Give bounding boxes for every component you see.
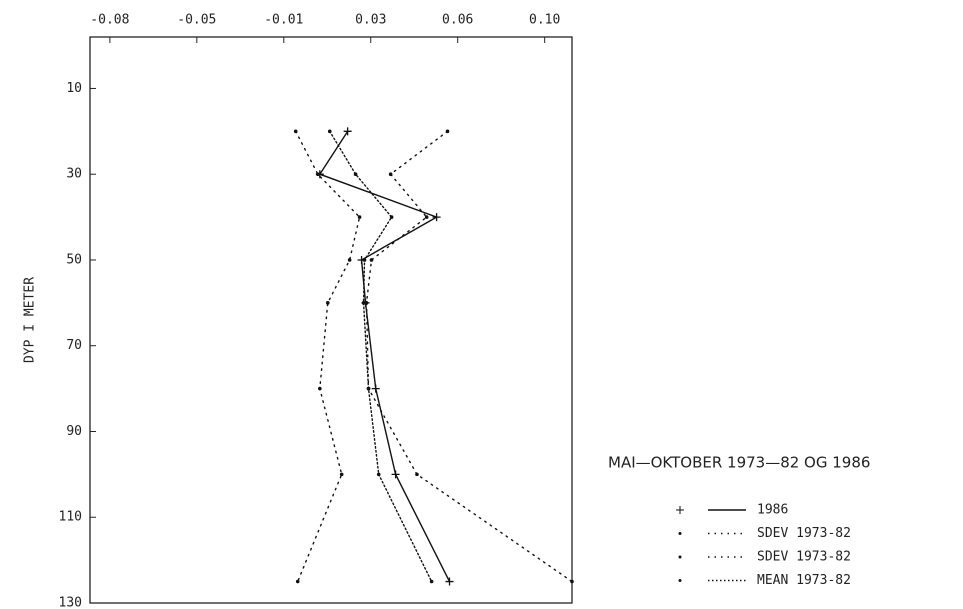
marker bbox=[325, 301, 330, 305]
marker bbox=[327, 129, 332, 134]
legend-marker bbox=[676, 506, 684, 514]
y-tick-label: 70 bbox=[66, 338, 82, 353]
y-tick-label: 50 bbox=[66, 252, 82, 267]
marker bbox=[570, 579, 574, 584]
marker bbox=[388, 172, 393, 177]
series-line bbox=[318, 130, 451, 583]
legend-label: MEAN 1973-82 bbox=[757, 573, 851, 588]
marker bbox=[295, 579, 300, 584]
legend-marker bbox=[678, 579, 682, 582]
marker bbox=[343, 127, 352, 136]
y-axis-label: DYP I METER bbox=[23, 277, 38, 363]
marker bbox=[366, 386, 371, 391]
marker bbox=[389, 215, 394, 219]
marker bbox=[357, 215, 362, 219]
marker bbox=[364, 301, 369, 305]
marker bbox=[424, 215, 429, 219]
x-tick-label: 0.03 bbox=[355, 13, 386, 28]
y-tick-label: 90 bbox=[66, 424, 82, 439]
marker bbox=[353, 172, 358, 177]
x-tick-label: 0.06 bbox=[442, 13, 473, 28]
marker bbox=[316, 172, 320, 177]
legend-marker bbox=[678, 532, 682, 535]
x-tick-label: -0.01 bbox=[264, 13, 303, 28]
legend-label: 1986 bbox=[757, 503, 788, 518]
y-tick-label: 10 bbox=[66, 81, 82, 96]
plot-frame bbox=[89, 36, 573, 604]
x-tick-label: -0.08 bbox=[90, 13, 129, 28]
marker bbox=[371, 384, 380, 393]
marker bbox=[361, 301, 366, 305]
marker bbox=[369, 258, 374, 262]
marker bbox=[362, 258, 367, 262]
marker bbox=[347, 258, 352, 262]
x-tick-label: 0.10 bbox=[529, 13, 560, 28]
marker bbox=[415, 472, 419, 477]
marker bbox=[445, 129, 450, 134]
y-tick-label: 110 bbox=[59, 510, 82, 525]
legend-label: SDEV 1973-82 bbox=[757, 526, 851, 541]
marker bbox=[293, 129, 298, 134]
y-tick-label: 130 bbox=[59, 596, 82, 609]
y-tick-label: 30 bbox=[66, 167, 82, 182]
x-tick-label: -0.05 bbox=[177, 13, 216, 28]
legend-title: MAI—OKTOBER 1973—82 OG 1986 bbox=[608, 454, 870, 472]
marker bbox=[432, 213, 441, 222]
series-line bbox=[295, 130, 361, 583]
series-line bbox=[365, 130, 573, 583]
legend-marker bbox=[678, 555, 682, 559]
marker bbox=[318, 386, 322, 391]
series-line bbox=[329, 130, 433, 583]
marker bbox=[445, 577, 454, 586]
marker bbox=[339, 472, 344, 477]
marker bbox=[391, 470, 400, 479]
marker bbox=[376, 472, 381, 477]
legend-label: SDEV 1973-82 bbox=[757, 550, 851, 565]
marker bbox=[429, 579, 434, 584]
